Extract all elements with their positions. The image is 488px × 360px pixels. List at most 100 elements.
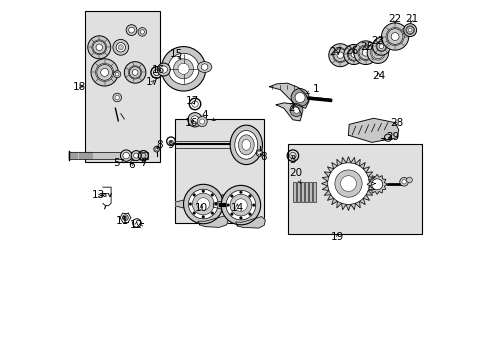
Text: 8: 8	[156, 140, 162, 150]
Text: 6: 6	[128, 159, 135, 170]
Circle shape	[381, 23, 408, 50]
Circle shape	[378, 44, 383, 49]
Polygon shape	[102, 187, 111, 206]
Circle shape	[192, 193, 214, 215]
Circle shape	[92, 40, 106, 55]
Text: 1: 1	[306, 84, 319, 94]
Text: 23: 23	[370, 36, 384, 46]
Polygon shape	[213, 201, 221, 209]
Circle shape	[155, 148, 158, 150]
Circle shape	[234, 199, 247, 211]
Polygon shape	[198, 216, 228, 227]
Circle shape	[93, 41, 105, 54]
Circle shape	[340, 176, 356, 192]
Circle shape	[248, 213, 251, 216]
Circle shape	[131, 150, 141, 161]
Circle shape	[229, 194, 251, 216]
Circle shape	[353, 41, 377, 64]
Text: 15: 15	[169, 49, 183, 59]
Circle shape	[202, 190, 204, 193]
Circle shape	[336, 52, 343, 58]
Bar	[227, 199, 232, 201]
Circle shape	[113, 40, 128, 55]
Circle shape	[239, 191, 242, 194]
Circle shape	[401, 180, 406, 184]
Text: 9: 9	[167, 140, 174, 150]
Circle shape	[115, 72, 119, 76]
Circle shape	[197, 117, 207, 127]
Bar	[69, 152, 147, 159]
Text: 20: 20	[288, 168, 302, 183]
Circle shape	[140, 30, 144, 34]
Circle shape	[187, 113, 202, 127]
Circle shape	[358, 46, 372, 59]
Circle shape	[188, 189, 218, 219]
Circle shape	[122, 152, 129, 159]
Circle shape	[120, 150, 132, 161]
Circle shape	[357, 45, 373, 60]
Text: 25: 25	[359, 42, 372, 52]
Circle shape	[328, 44, 351, 67]
Circle shape	[346, 48, 360, 61]
Text: 16: 16	[151, 64, 165, 75]
Circle shape	[189, 203, 191, 206]
Bar	[292, 182, 296, 202]
Text: 14: 14	[230, 203, 244, 213]
Text: 12: 12	[129, 220, 142, 230]
Circle shape	[332, 48, 347, 63]
Circle shape	[113, 93, 121, 102]
Circle shape	[88, 36, 110, 59]
Polygon shape	[276, 103, 301, 121]
Circle shape	[390, 33, 398, 41]
Circle shape	[138, 28, 146, 36]
Circle shape	[124, 62, 145, 83]
Circle shape	[160, 66, 167, 73]
Circle shape	[333, 49, 346, 62]
Circle shape	[230, 213, 233, 216]
Text: 17: 17	[145, 77, 159, 87]
Circle shape	[406, 177, 411, 183]
Text: 13: 13	[92, 190, 105, 201]
Circle shape	[191, 116, 199, 124]
Circle shape	[376, 41, 386, 51]
Circle shape	[294, 93, 305, 103]
Circle shape	[128, 27, 134, 33]
Text: 3: 3	[288, 155, 295, 165]
Circle shape	[197, 198, 209, 210]
Bar	[300, 182, 304, 202]
Circle shape	[256, 150, 262, 156]
Ellipse shape	[197, 62, 211, 72]
Circle shape	[128, 66, 142, 79]
Bar	[212, 199, 217, 201]
Ellipse shape	[230, 125, 262, 165]
Circle shape	[91, 59, 118, 86]
Polygon shape	[321, 157, 375, 211]
Circle shape	[115, 95, 119, 100]
Bar	[85, 12, 160, 162]
Circle shape	[199, 119, 204, 124]
Bar	[221, 195, 224, 197]
Circle shape	[192, 212, 195, 215]
Circle shape	[192, 194, 195, 196]
Text: 21: 21	[405, 14, 418, 24]
Circle shape	[399, 177, 407, 186]
Circle shape	[161, 46, 205, 91]
Circle shape	[126, 25, 137, 36]
Circle shape	[183, 184, 223, 224]
Text: 2: 2	[288, 103, 295, 113]
Circle shape	[385, 27, 404, 46]
Text: 8: 8	[259, 152, 266, 162]
Text: 18: 18	[73, 82, 86, 92]
Text: 26: 26	[345, 46, 358, 56]
Circle shape	[327, 163, 368, 204]
Circle shape	[343, 44, 363, 64]
Circle shape	[347, 49, 359, 60]
Circle shape	[101, 68, 108, 76]
Circle shape	[157, 63, 170, 76]
Circle shape	[403, 24, 416, 37]
Circle shape	[289, 104, 303, 117]
Circle shape	[210, 194, 213, 196]
Polygon shape	[235, 217, 265, 228]
Circle shape	[375, 41, 386, 51]
Circle shape	[214, 203, 217, 206]
